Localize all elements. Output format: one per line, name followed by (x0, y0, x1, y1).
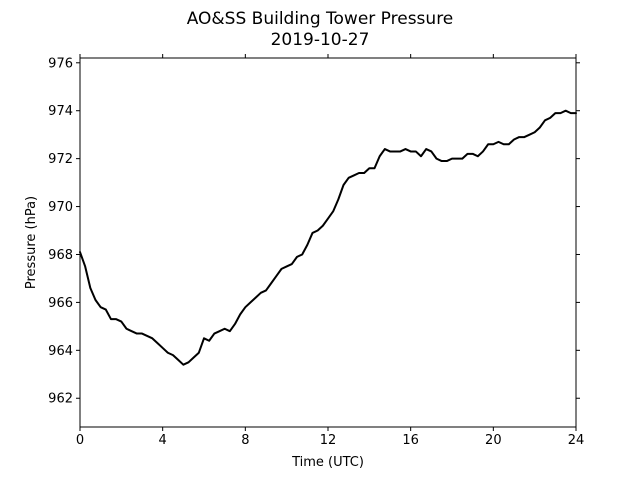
x-tick-label: 24 (568, 433, 585, 448)
y-axis: 962 964 966 968 970 972 974 976 (48, 56, 580, 407)
y-tick-label: 970 (48, 200, 73, 215)
chart-title: AO&SS Building Tower Pressure (187, 9, 454, 29)
x-axis-label: Time (UTC) (291, 455, 364, 470)
x-tick-label: 20 (485, 433, 502, 448)
x-axis: 0 4 8 12 16 20 24 (76, 54, 584, 448)
plot-frame (79, 57, 577, 428)
plot-area (80, 58, 576, 427)
x-tick-label: 4 (159, 433, 167, 448)
x-tick-label: 0 (76, 433, 84, 448)
y-tick-label: 976 (48, 56, 73, 71)
chart-subtitle: 2019-10-27 (271, 30, 370, 50)
x-tick-label: 8 (241, 433, 249, 448)
y-tick-label: 968 (48, 248, 73, 263)
y-axis-label: Pressure (hPa) (24, 196, 39, 289)
pressure-series-line (79, 109, 577, 366)
x-tick-label: 12 (320, 433, 337, 448)
y-tick-label: 974 (48, 104, 73, 119)
y-tick-label: 962 (48, 392, 73, 407)
x-tick-label: 16 (402, 433, 419, 448)
y-tick-label: 964 (48, 344, 73, 359)
y-tick-label: 972 (48, 152, 73, 167)
y-tick-label: 966 (48, 296, 73, 311)
